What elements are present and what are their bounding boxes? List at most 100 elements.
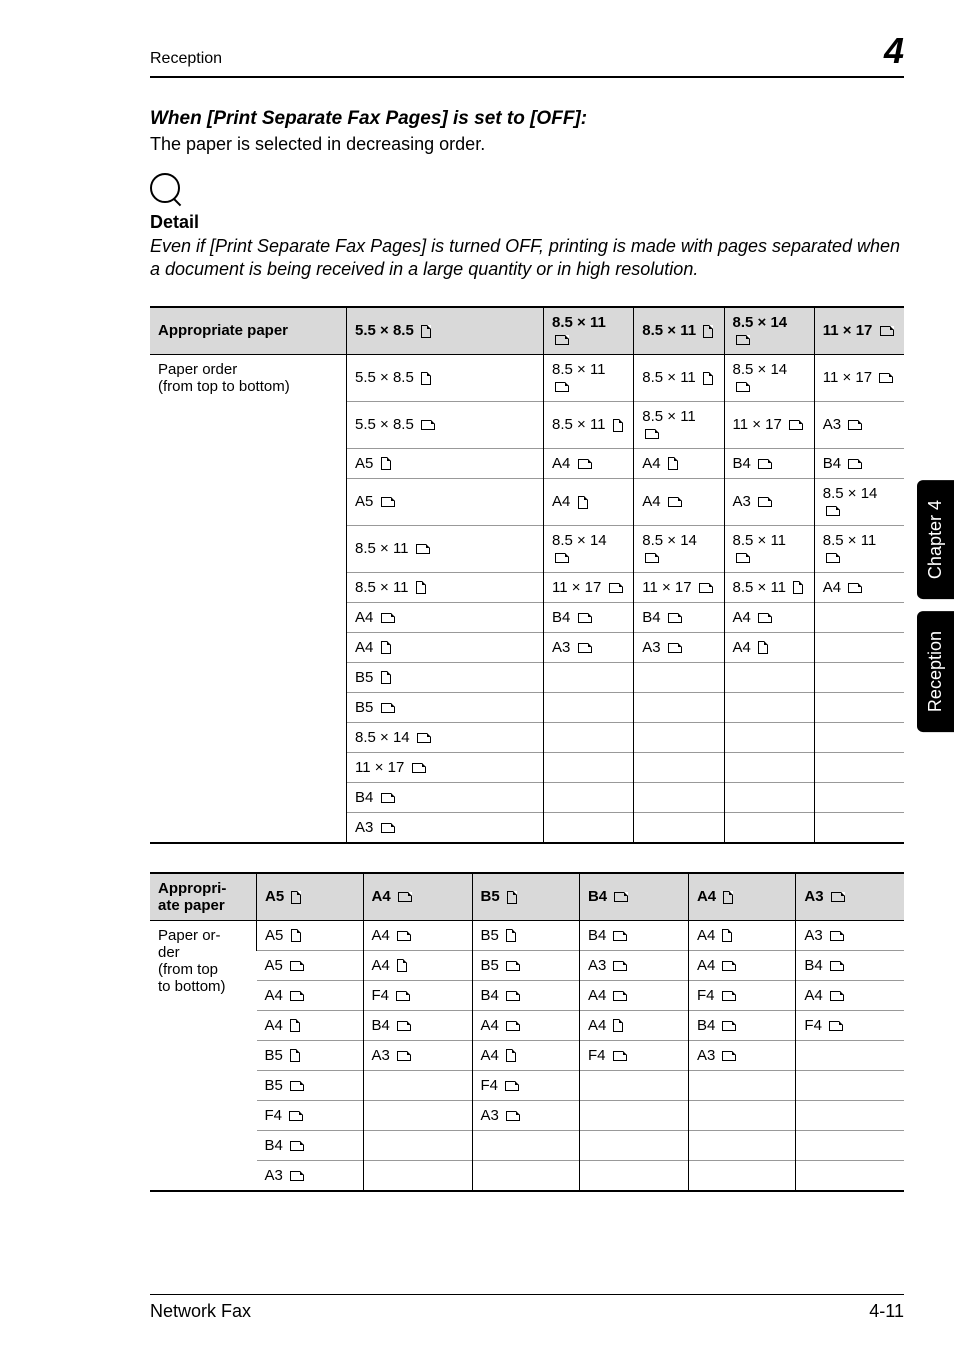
size-cell: B4 [724,448,814,478]
size-cell: A4 [544,478,634,525]
orientation-icon [381,793,395,803]
size-cell: A4 [472,1010,579,1040]
size-cell: 11 × 17 [347,752,544,782]
size-cell [579,1160,688,1191]
size-cell: 8.5 × 11 [724,572,814,602]
size-cell [472,1160,579,1191]
size-cell: B4 [347,782,544,812]
size-cell: B5 [472,920,579,950]
orientation-icon [421,372,431,385]
orientation-icon [381,613,395,623]
size-cell: 11 × 17 [724,401,814,448]
orientation-icon [613,991,627,1001]
size-cell [814,662,904,692]
size-cell: A3 [724,478,814,525]
orientation-icon [397,1051,411,1061]
orientation-icon [578,496,588,509]
page-footer: Network Fax 4-11 [150,1294,904,1322]
size-cell: A4 [814,572,904,602]
col-header-size: A4 [688,873,795,921]
detail-title: Detail [150,212,904,233]
size-cell [724,782,814,812]
orientation-icon [830,991,844,1001]
size-cell: B4 [796,950,904,980]
orientation-icon [880,326,894,336]
size-cell [688,1130,795,1160]
size-cell: B4 [472,980,579,1010]
orientation-icon [723,891,733,904]
size-cell: A4 [257,1010,364,1040]
size-cell: B5 [257,1070,364,1100]
orientation-icon [758,459,772,469]
orientation-icon [829,1021,843,1031]
size-cell: B5 [347,662,544,692]
orientation-icon [613,1051,627,1061]
magnifier-icon [150,173,180,203]
orientation-icon [381,497,395,507]
orientation-icon [578,613,592,623]
orientation-icon [668,497,682,507]
orientation-icon [826,506,840,516]
orientation-icon [397,959,407,972]
table-row: F4 A3 [150,1100,904,1130]
paper-table-2: Appropri- ate paperA5 A4 B5 B4 A4 A3 Pap… [150,872,904,1192]
orientation-icon [290,1019,300,1032]
side-tabs: Chapter 4 Reception [917,480,954,744]
size-cell: F4 [579,1040,688,1070]
orientation-icon [381,823,395,833]
orientation-icon [758,613,772,623]
orientation-icon [703,372,713,385]
orientation-icon [290,1141,304,1151]
col-header-label: Appropri- ate paper [150,873,257,921]
orientation-icon [613,931,627,941]
size-cell [472,1130,579,1160]
header-section: Reception [150,50,222,68]
size-cell: A3 [257,1160,364,1191]
size-cell [814,632,904,662]
orientation-icon [668,457,678,470]
col-header-size: 11 × 17 [814,307,904,355]
size-cell: 11 × 17 [814,354,904,401]
size-cell: F4 [688,980,795,1010]
size-cell [634,782,724,812]
page-header: Reception 4 [150,30,904,78]
orientation-icon [555,335,569,345]
size-cell: A3 [796,920,904,950]
size-cell [544,662,634,692]
size-cell: A4 [688,920,795,950]
size-cell: A4 [472,1040,579,1070]
orientation-icon [668,643,682,653]
orientation-icon [381,703,395,713]
col-header-size: A4 [363,873,472,921]
size-cell: F4 [257,1100,364,1130]
orientation-icon [879,373,893,383]
size-cell [579,1130,688,1160]
size-cell: 5.5 × 8.5 [347,401,544,448]
size-cell: 11 × 17 [634,572,724,602]
size-cell: B5 [347,692,544,722]
size-cell [634,662,724,692]
orientation-icon [758,641,768,654]
size-cell: A4 [634,478,724,525]
orientation-icon [613,419,623,432]
orientation-icon [613,1019,623,1032]
col-header-size: 8.5 × 14 [724,307,814,355]
size-cell [579,1070,688,1100]
size-cell: 8.5 × 14 [724,354,814,401]
size-cell: A5 [257,920,364,950]
col-header-size: 8.5 × 11 [634,307,724,355]
orientation-icon [722,961,736,971]
orientation-icon [505,1081,519,1091]
orientation-icon [506,991,520,1001]
orientation-icon [507,891,517,904]
size-cell: 8.5 × 11 [634,354,724,401]
orientation-icon [506,929,516,942]
size-cell: A4 [724,602,814,632]
size-cell [724,722,814,752]
table-row: Paper order (from top to bottom)5.5 × 8.… [150,354,904,401]
size-cell [544,722,634,752]
size-cell [363,1160,472,1191]
size-cell [796,1100,904,1130]
size-cell: B4 [814,448,904,478]
size-cell: F4 [363,980,472,1010]
